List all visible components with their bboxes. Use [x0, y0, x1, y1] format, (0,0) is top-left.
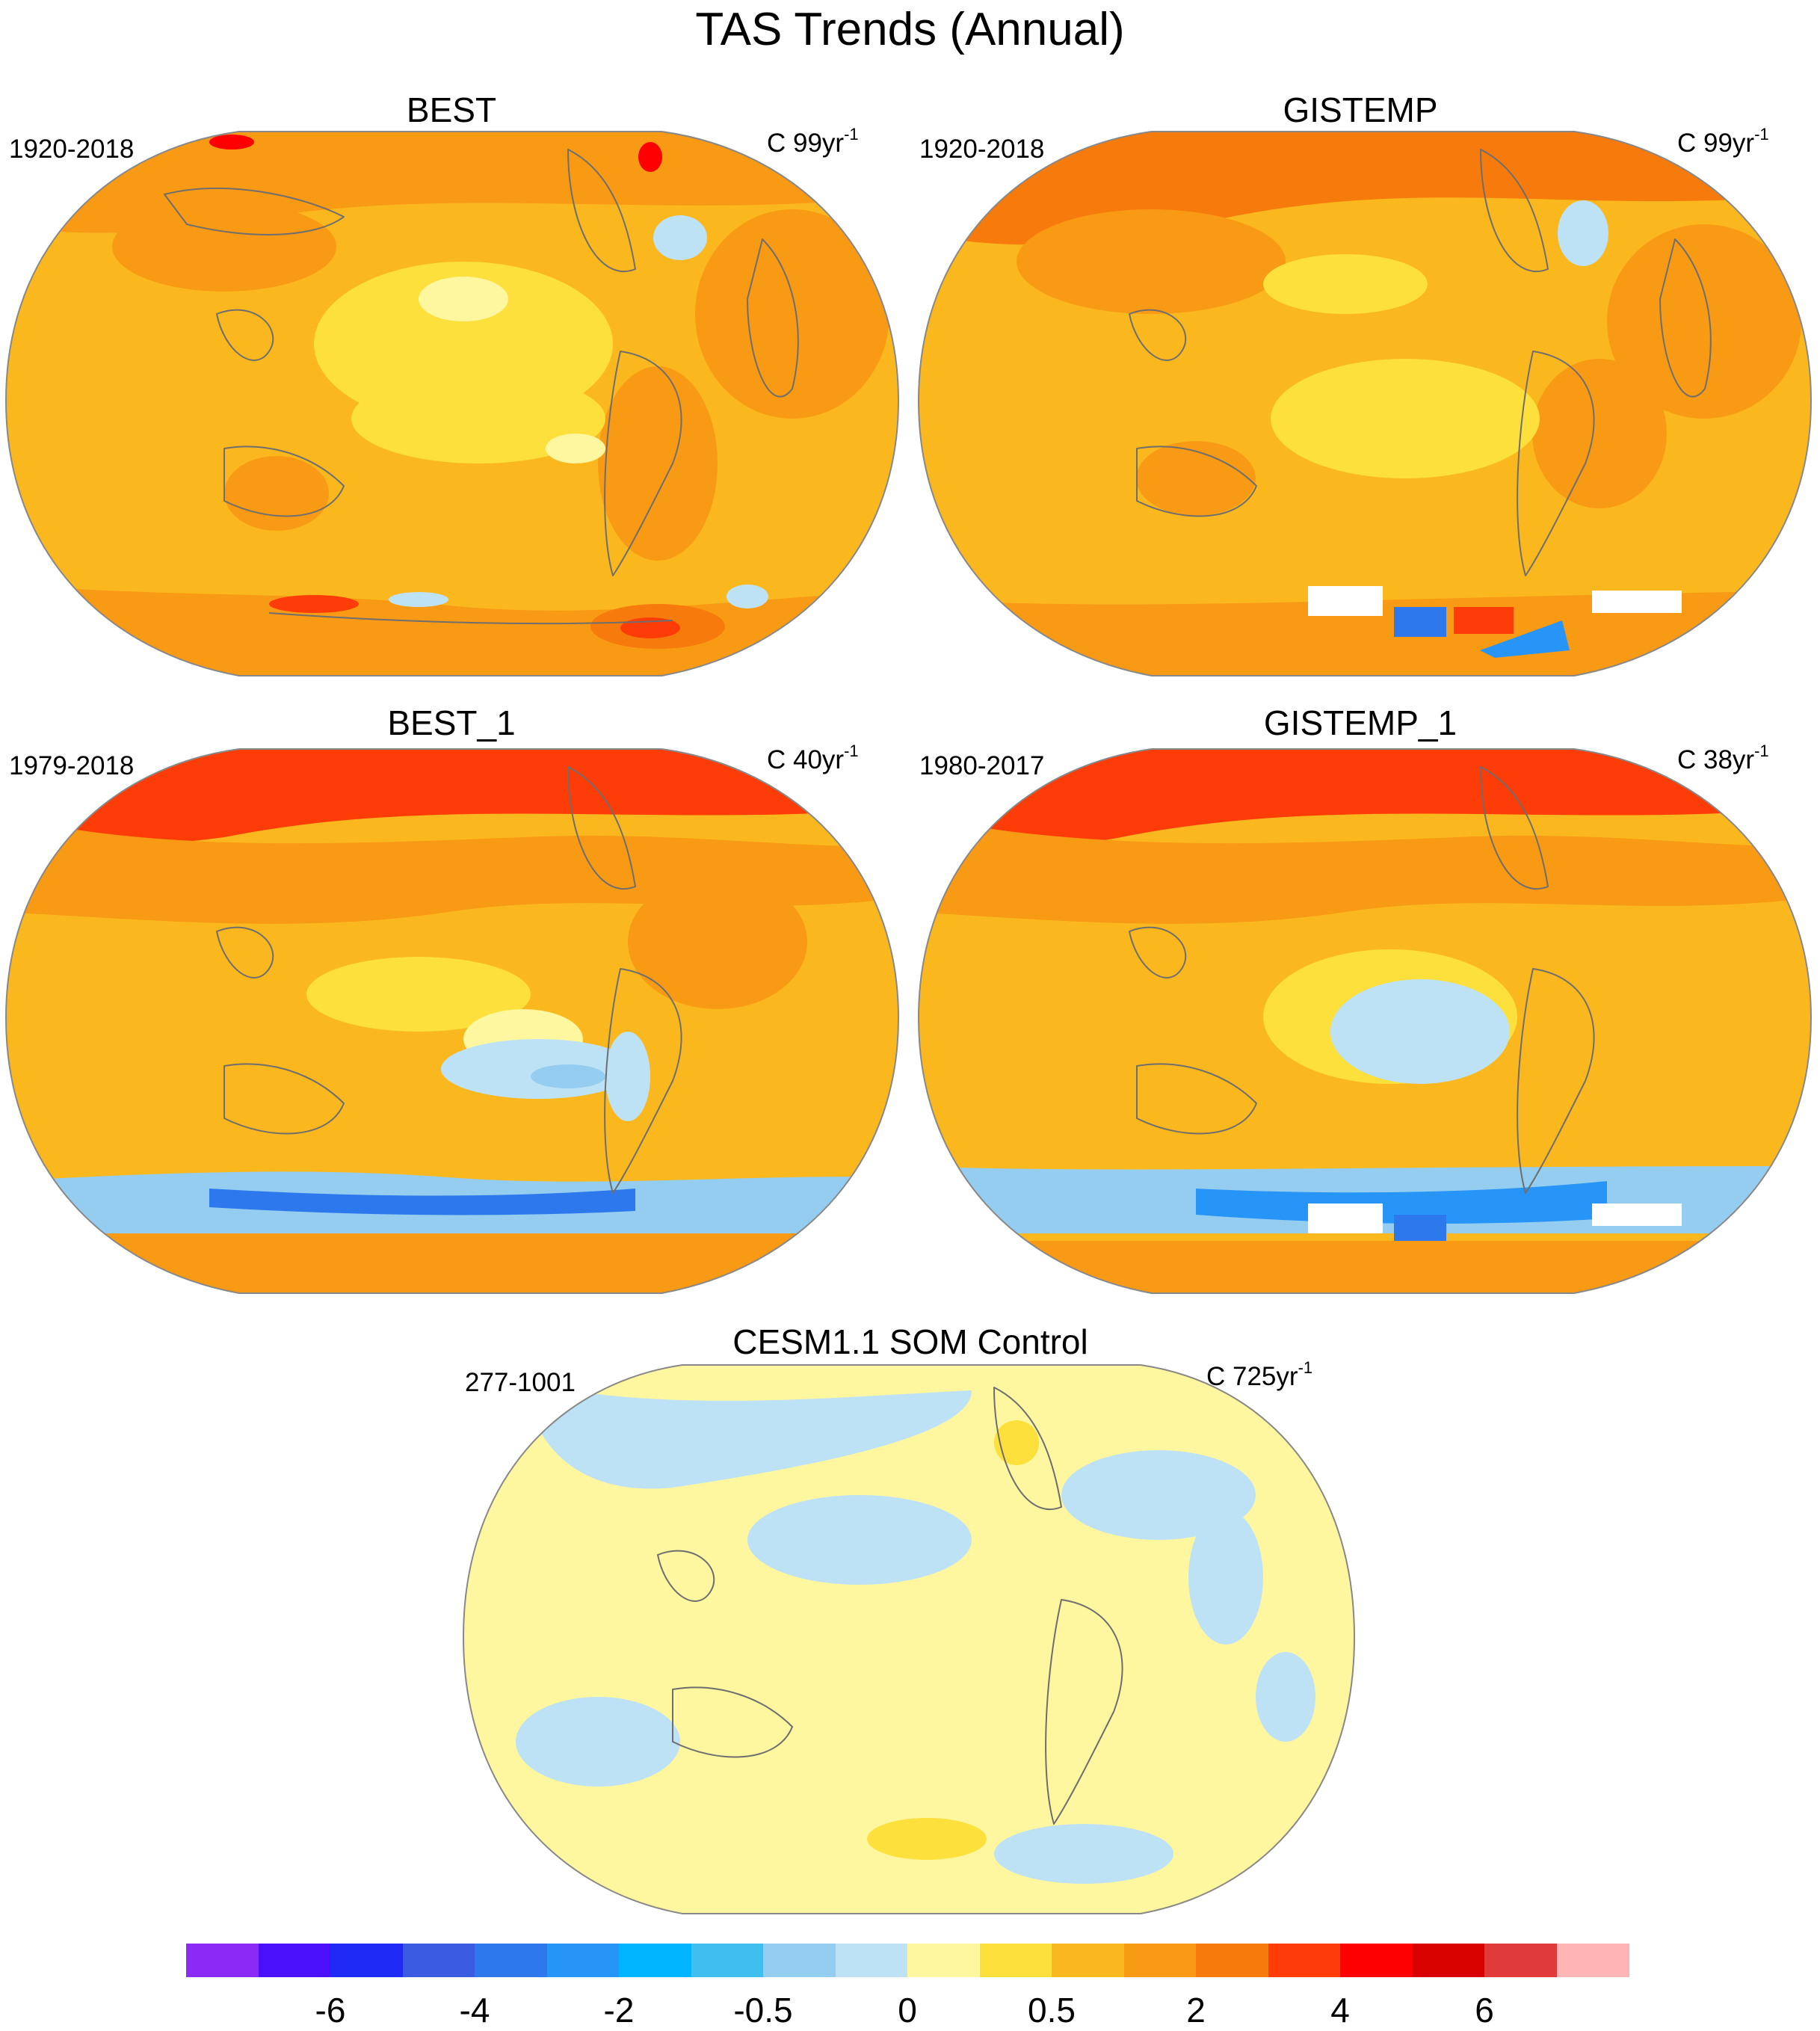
coastlines-gistemp-1: [1129, 766, 1595, 1194]
colorbar-box: [402, 1944, 475, 1977]
colorbar-box: [1340, 1944, 1413, 1977]
period-label-best: 1920-2018: [9, 135, 135, 164]
units-label-gistemp: C 99yr-1: [1677, 125, 1769, 158]
colorbar-box: [1484, 1944, 1557, 1977]
map-gistemp: [919, 132, 1811, 676]
colorbar-tick-label: 0.5: [1028, 1991, 1076, 2030]
figure-title: TAS Trends (Annual): [695, 4, 1125, 55]
coastlines-cesm: [657, 1387, 1123, 1825]
colorbar-tick-label: -4: [459, 1991, 490, 2030]
colorbar-box: [763, 1944, 836, 1977]
map-best-1: [6, 749, 898, 1293]
map-cesm: [463, 1365, 1354, 1914]
panel-title-cesm: CESM1.1 SOM Control: [732, 1322, 1088, 1361]
period-label-cesm: 277-1001: [465, 1368, 576, 1397]
colorbar-tick-label: 0: [898, 1991, 917, 2030]
coastlines-best-1: [216, 766, 682, 1194]
colorbar-box: [330, 1944, 403, 1977]
units-label-cesm: C 725yr-1: [1206, 1358, 1313, 1392]
colorbar-tick-label: -0.5: [733, 1991, 793, 2030]
colorbar-box: [1268, 1944, 1341, 1977]
colorbar-box: [1556, 1944, 1629, 1977]
colorbar-box: [546, 1944, 620, 1977]
colorbar-box: [979, 1944, 1052, 1977]
colorbar-box: [835, 1944, 908, 1977]
map-gistemp-1: [919, 749, 1811, 1293]
colorbar-tick-label: 4: [1330, 1991, 1350, 2030]
units-label-best-1: C 40yr-1: [767, 742, 859, 775]
colorbar-box: [475, 1944, 547, 1977]
colorbar-tick-label: 6: [1475, 1991, 1494, 2030]
units-label-best: C 99yr-1: [767, 125, 859, 158]
panel-title-best: BEST: [406, 90, 497, 129]
map-best: [6, 132, 898, 676]
panel-title-gistemp-1: GISTEMP_1: [1263, 703, 1457, 742]
period-label-gistemp: 1920-2018: [919, 135, 1045, 164]
coastlines-gistemp: [1129, 149, 1712, 576]
colorbar-tick-label: 2: [1186, 1991, 1206, 2030]
colorbar-box: [1196, 1944, 1268, 1977]
colorbar-tick-label: -6: [315, 1991, 346, 2030]
period-label-gistemp-1: 1980-2017: [919, 751, 1045, 780]
colorbar-box: [1123, 1944, 1197, 1977]
panel-title-best-1: BEST_1: [387, 703, 516, 742]
colorbar-box: [1412, 1944, 1485, 1977]
units-label-gistemp-1: C 38yr-1: [1677, 742, 1769, 775]
coastlines-best: [164, 149, 799, 625]
panel-title-gistemp: GISTEMP: [1283, 90, 1438, 129]
colorbar-box: [691, 1944, 764, 1977]
period-label-best-1: 1979-2018: [9, 751, 135, 780]
colorbar-box: [907, 1944, 980, 1977]
colorbar-box: [258, 1944, 331, 1977]
colorbar-box: [619, 1944, 691, 1977]
colorbar-box: [1052, 1944, 1124, 1977]
colorbar-tick-label: -2: [603, 1991, 635, 2030]
colorbar-box: [186, 1944, 259, 1977]
